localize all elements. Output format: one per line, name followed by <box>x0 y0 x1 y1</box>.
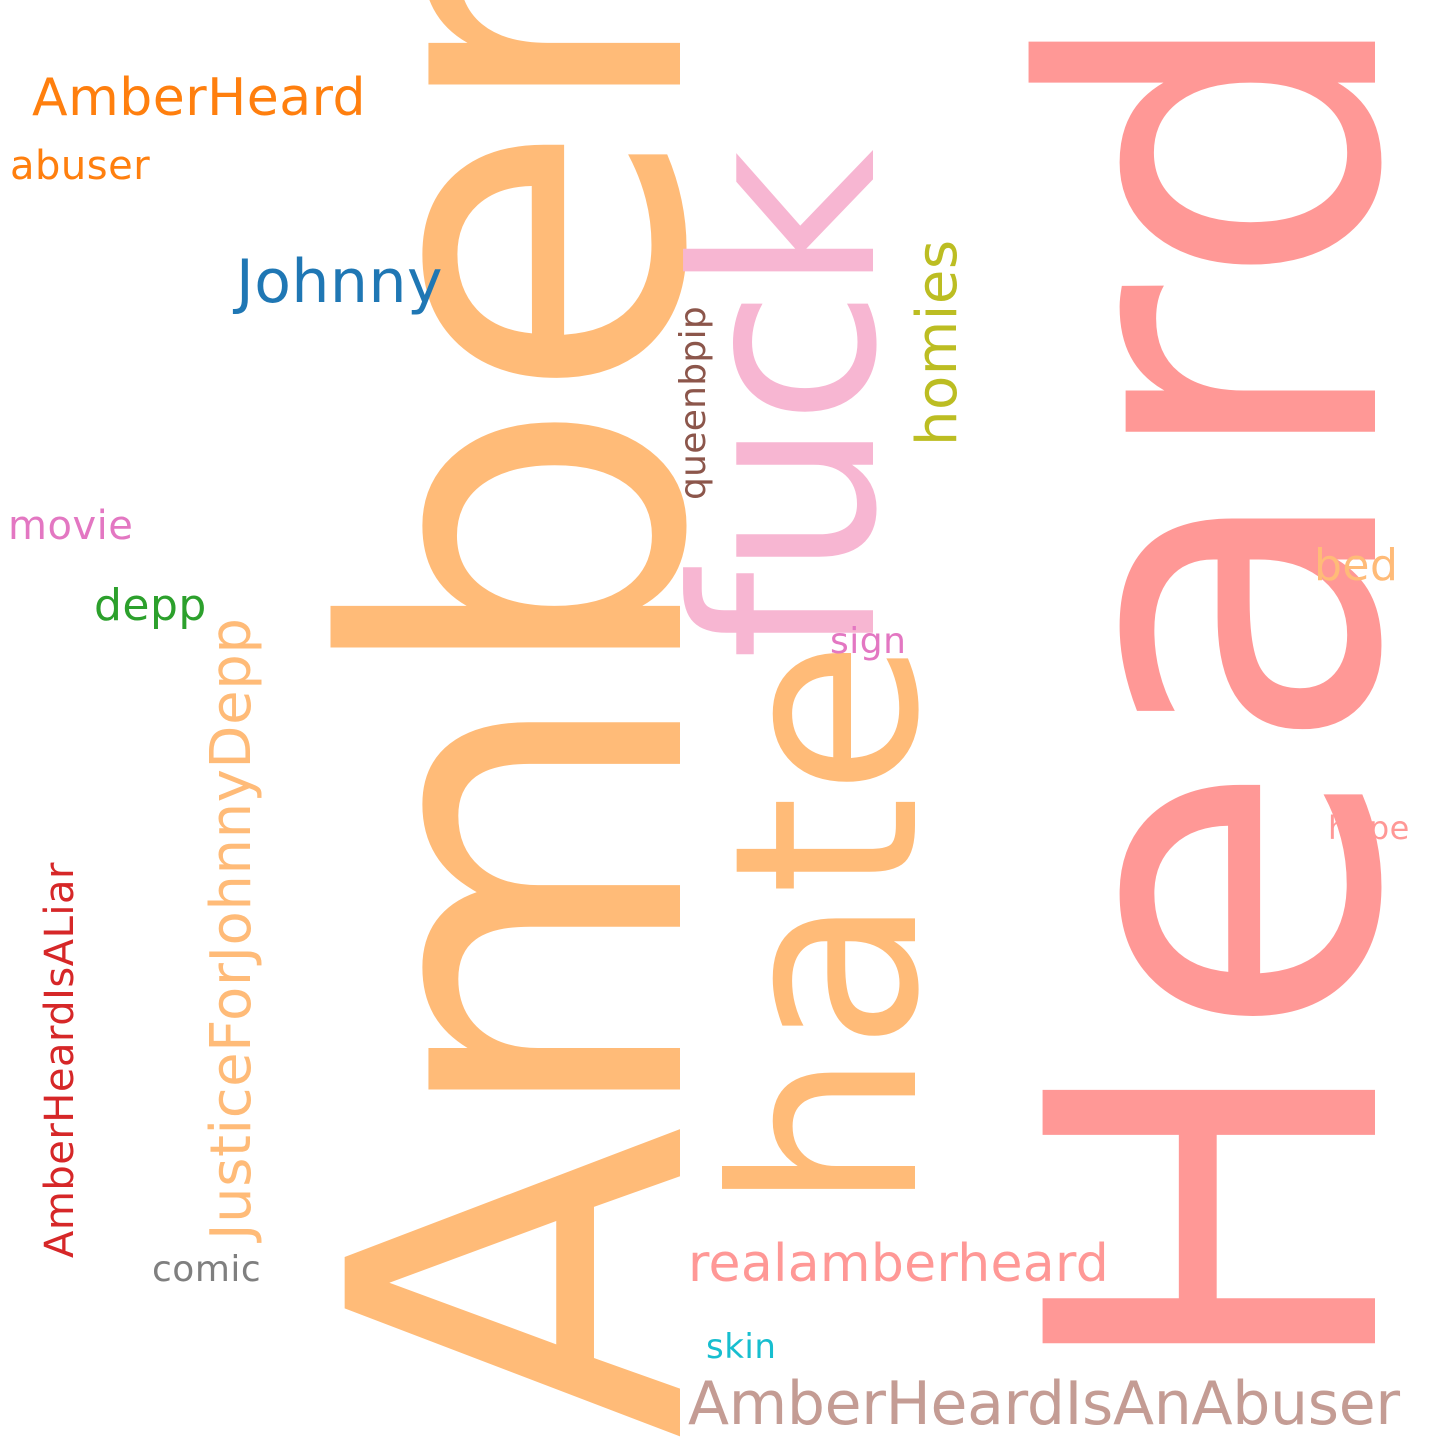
word-realamberheard: realamberheard <box>688 1234 1110 1294</box>
word-amberheardisanabuser: AmberHeardIsAnAbuser <box>688 1369 1400 1439</box>
word-amberheardisaliar: AmberHeardIsALiar <box>37 862 83 1258</box>
word-hate: hate <box>679 639 975 1213</box>
word-skin: skin <box>706 1327 777 1367</box>
word-queenbpip: queenbpip <box>673 305 714 500</box>
word-amberheard: AmberHeard <box>32 68 367 128</box>
word-hope: hope <box>1328 809 1410 847</box>
word-bed: bed <box>1314 540 1399 591</box>
word-johnny: Johnny <box>236 247 443 317</box>
word-homies: homies <box>905 239 970 447</box>
word-sign: sign <box>830 621 907 662</box>
word-movie: movie <box>8 503 134 549</box>
word-justiceforjohnnydepp: JusticeForJohnnyDepp <box>199 617 264 1240</box>
word-heard: Heard <box>952 0 1440 1388</box>
word-depp: depp <box>94 580 207 631</box>
word-comic: comic <box>152 1249 262 1290</box>
word-abuser: abuser <box>10 143 151 189</box>
